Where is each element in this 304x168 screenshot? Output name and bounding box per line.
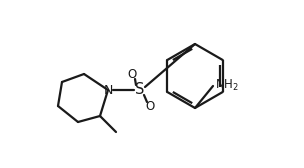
Text: S: S	[135, 82, 145, 97]
Text: O: O	[145, 100, 155, 114]
Text: O: O	[127, 68, 136, 80]
Text: NH$_2$: NH$_2$	[215, 77, 239, 93]
Text: N: N	[103, 83, 113, 96]
